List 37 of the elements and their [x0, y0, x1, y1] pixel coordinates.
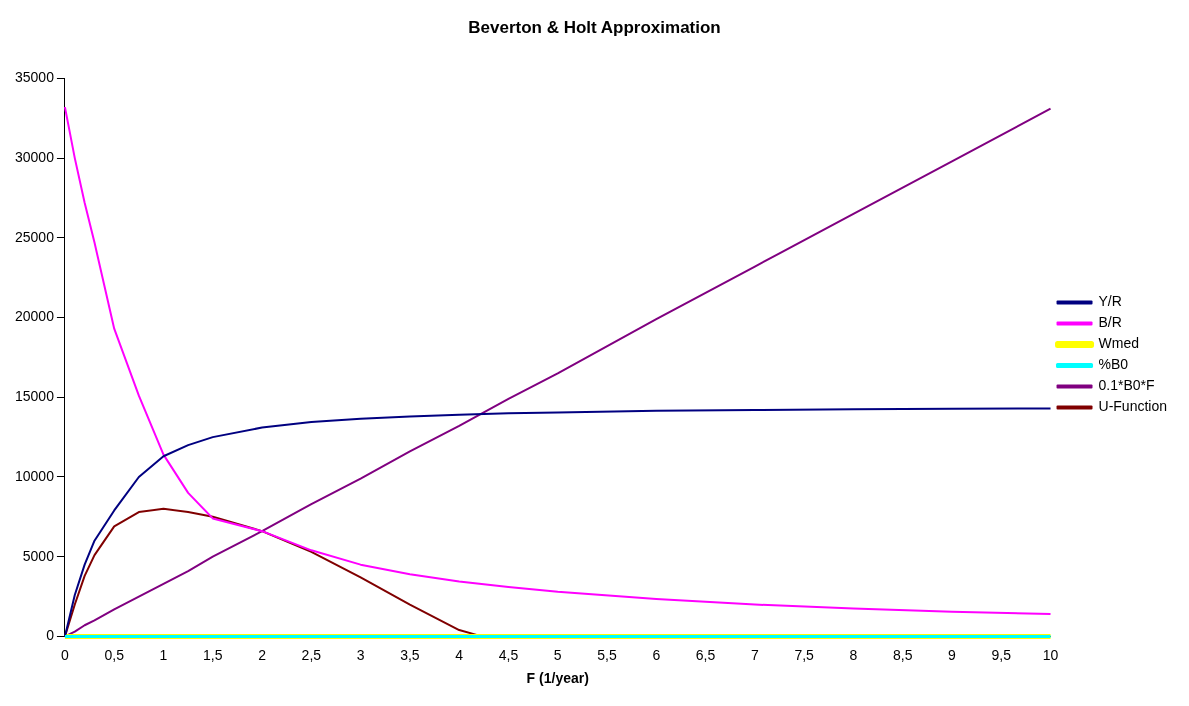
x-tick-label: 0,5	[104, 646, 125, 663]
y-tick-label: 30000	[14, 148, 55, 165]
x-tick-label: 9	[948, 646, 957, 663]
y-tick-label: 5000	[22, 547, 55, 564]
x-tick-label: 10	[1042, 646, 1059, 663]
legend-label: B/R	[1098, 314, 1122, 331]
x-tick-label: 4	[455, 646, 464, 663]
legend-label: 0.1*B0*F	[1098, 377, 1155, 394]
legend-label: %B0	[1098, 356, 1129, 373]
x-tick-label: 1	[159, 646, 168, 663]
y-tick-label: 35000	[14, 69, 55, 86]
x-tick-label: 6	[652, 646, 661, 663]
y-tick-label: 10000	[14, 467, 55, 484]
x-tick-label: 7,5	[794, 646, 815, 663]
x-tick-label: 1,5	[203, 646, 223, 663]
x-tick-label: 2	[258, 646, 267, 663]
legend-label: Y/R	[1098, 293, 1122, 310]
x-tick-label: 5	[553, 646, 562, 663]
y-tick-label: 20000	[14, 308, 55, 325]
x-tick-label: 8,5	[892, 646, 913, 663]
x-tick-label: 4,5	[498, 646, 519, 663]
x-tick-label: 0	[61, 646, 70, 663]
x-axis-title: F (1/year)	[526, 670, 589, 687]
legend-label: Wmed	[1098, 335, 1139, 352]
x-tick-label: 6,5	[695, 646, 716, 663]
y-tick-label: 15000	[14, 388, 55, 405]
x-tick-label: 8	[849, 646, 858, 663]
chart-title: Beverton & Holt Approximation	[468, 17, 721, 37]
x-tick-label: 3,5	[400, 646, 420, 663]
x-tick-label: 7	[750, 646, 759, 663]
y-tick-label: 25000	[14, 228, 55, 245]
legend-label: U-Function	[1098, 398, 1167, 415]
x-tick-label: 5,5	[597, 646, 617, 663]
x-tick-label: 3	[356, 646, 365, 663]
y-tick-label: 0	[46, 627, 55, 644]
x-tick-label: 2,5	[301, 646, 322, 663]
x-tick-label: 9,5	[991, 646, 1012, 663]
